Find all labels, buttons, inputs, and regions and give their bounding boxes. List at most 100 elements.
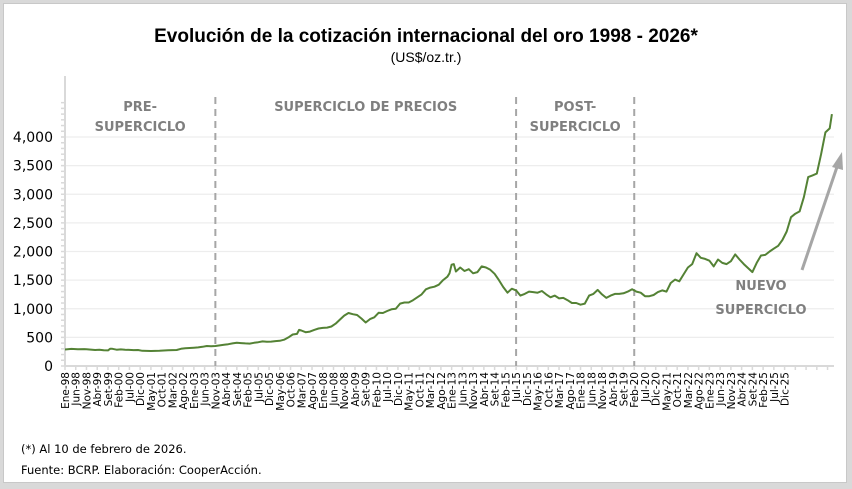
x-axis-tick-labels: Ene-98Jun-98Nov-98Abr-99Set-99Feb-00Jul-… — [60, 372, 792, 411]
y-tick-label: 1,500 — [13, 273, 53, 289]
x-tick-label: Set-99 — [103, 372, 115, 406]
y-tick-label: 3,500 — [13, 159, 53, 175]
x-tick-label: Nov-18 — [597, 372, 609, 409]
x-tick-label: Ene-23 — [704, 372, 716, 409]
period-label: SUPERCICLO DE PRECIOS — [274, 100, 457, 115]
x-tick-label: Jul-25 — [769, 372, 781, 403]
x-tick-label: Ene-08 — [318, 372, 330, 409]
x-tick-label: Jun-23 — [715, 372, 727, 407]
x-tick-label: Set-09 — [361, 372, 373, 406]
x-tick-label: Jun-18 — [586, 372, 598, 407]
x-tick-label: Jul-20 — [640, 372, 652, 403]
x-tick-label: Oct-21 — [672, 372, 684, 407]
x-tick-label: Nov-08 — [339, 372, 351, 409]
x-tick-label: Mar-22 — [683, 372, 695, 408]
period-label: SUPERCICLO — [95, 120, 186, 135]
x-tick-label: Jul-00 — [124, 372, 136, 403]
x-tick-label: Feb-00 — [114, 372, 126, 408]
x-tick-label: Jun-13 — [457, 372, 469, 407]
footnote-source: Fuente: BCRP. Elaboración: CooperAcción. — [21, 463, 262, 477]
x-tick-label: Set-24 — [747, 372, 759, 407]
x-tick-label: Feb-20 — [629, 372, 641, 408]
y-tick-label: 3,000 — [13, 187, 53, 203]
x-tick-label: Feb-25 — [758, 372, 770, 408]
x-tick-label: Jul-05 — [253, 372, 265, 403]
x-tick-label: Nov-13 — [468, 372, 480, 409]
gold-price-chart: Evolución de la cotización internacional… — [13, 26, 843, 411]
chart-title: Evolución de la cotización internacional… — [154, 26, 698, 47]
x-tick-label: Set-19 — [618, 372, 630, 406]
x-tick-label: Nov-23 — [726, 372, 738, 409]
x-tick-label: Ene-13 — [447, 372, 459, 409]
trend-arrow-head-icon — [832, 152, 843, 170]
x-tick-label: Abr-99 — [92, 372, 104, 407]
x-tick-label: Ago-07 — [307, 372, 319, 410]
x-tick-label: Nov-98 — [81, 372, 93, 409]
x-tick-label: Jul-10 — [382, 372, 394, 403]
x-tick-label: May-11 — [404, 372, 416, 411]
period-label: POST- — [554, 100, 596, 115]
x-tick-label: Feb-15 — [500, 372, 512, 408]
x-tick-label: Dic-25 — [780, 372, 792, 406]
x-tick-label: Oct-11 — [414, 372, 426, 407]
x-tick-label: Ene-03 — [189, 372, 201, 409]
chart-subtitle: (US$/oz.tr.) — [391, 49, 462, 65]
x-tick-label: Dic-10 — [393, 372, 405, 406]
x-tick-label: Dic-15 — [522, 372, 534, 406]
gridlines — [65, 136, 834, 339]
x-tick-label: Abr-04 — [221, 372, 233, 407]
x-tick-label: Ago-12 — [436, 372, 448, 410]
x-tick-label: Mar-12 — [425, 372, 437, 408]
x-tick-label: Dic-00 — [135, 372, 147, 406]
y-tick-label: 0 — [44, 359, 53, 375]
x-tick-label: Ene-98 — [60, 372, 72, 409]
x-tick-label: Nov-03 — [210, 372, 222, 409]
x-tick-label: May-16 — [533, 372, 545, 411]
period-label: SUPERCICLO — [715, 303, 806, 318]
y-tick-label: 2,500 — [13, 216, 53, 232]
x-tick-label: Feb-10 — [371, 372, 383, 408]
x-tick-label: Dic-20 — [651, 372, 663, 406]
x-tick-label: May-01 — [146, 372, 158, 411]
x-tick-label: Ago-17 — [565, 372, 577, 410]
x-tick-label: Ago-22 — [694, 372, 706, 410]
x-tick-label: Mar-07 — [296, 372, 308, 408]
x-tick-label: Set-14 — [490, 372, 502, 407]
x-tick-label: Dic-05 — [264, 372, 276, 406]
x-tick-label: Oct-01 — [157, 372, 169, 407]
x-tick-label: May-06 — [275, 372, 287, 411]
trend-arrow-shaft — [800, 163, 840, 271]
x-tick-label: Abr-24 — [737, 372, 749, 407]
period-labels: PRE- SUPERCICLO SUPERCICLO DE PRECIOS POST-… — [95, 100, 807, 318]
y-tick-label: 2,000 — [13, 245, 53, 261]
y-tick-label: 1,000 — [13, 302, 53, 318]
x-tick-label: Abr-19 — [608, 372, 620, 407]
x-tick-label: Set-04 — [232, 372, 244, 407]
axes — [61, 76, 834, 370]
x-tick-label: Jul-15 — [511, 372, 523, 403]
gold-price-line — [64, 113, 833, 352]
x-tick-label: May-21 — [661, 372, 673, 411]
x-tick-label: Mar-02 — [167, 372, 179, 408]
x-tick-label: Abr-09 — [350, 372, 362, 407]
x-tick-label: Oct-16 — [543, 372, 555, 408]
series-layer — [64, 113, 833, 352]
period-label: SUPERCICLO — [530, 120, 621, 135]
period-label: PRE- — [123, 100, 157, 115]
x-tick-label: Feb-05 — [243, 372, 255, 408]
x-tick-label: Mar-17 — [554, 372, 566, 408]
x-tick-label: Ago-02 — [178, 372, 190, 410]
x-tick-label: Jun-08 — [329, 372, 341, 407]
x-tick-label: Ene-18 — [576, 372, 588, 409]
chart-frame: Evolución de la cotización internacional… — [3, 3, 847, 483]
x-tick-label: Oct-06 — [286, 372, 298, 408]
trend-arrow-layer — [800, 152, 843, 271]
period-dividers — [214, 97, 636, 366]
footnote-date: (*) Al 10 de febrero de 2026. — [21, 442, 187, 456]
x-tick-label: Abr-14 — [479, 372, 491, 407]
y-axis-tick-labels: 0 500 1,000 1,500 2,000 2,500 3,000 3,500 4,000 — [13, 130, 53, 375]
x-tick-label: Jun-03 — [200, 372, 212, 407]
period-label: NUEVO — [735, 279, 786, 294]
y-tick-label: 4,000 — [13, 130, 53, 146]
y-tick-label: 500 — [26, 330, 53, 346]
